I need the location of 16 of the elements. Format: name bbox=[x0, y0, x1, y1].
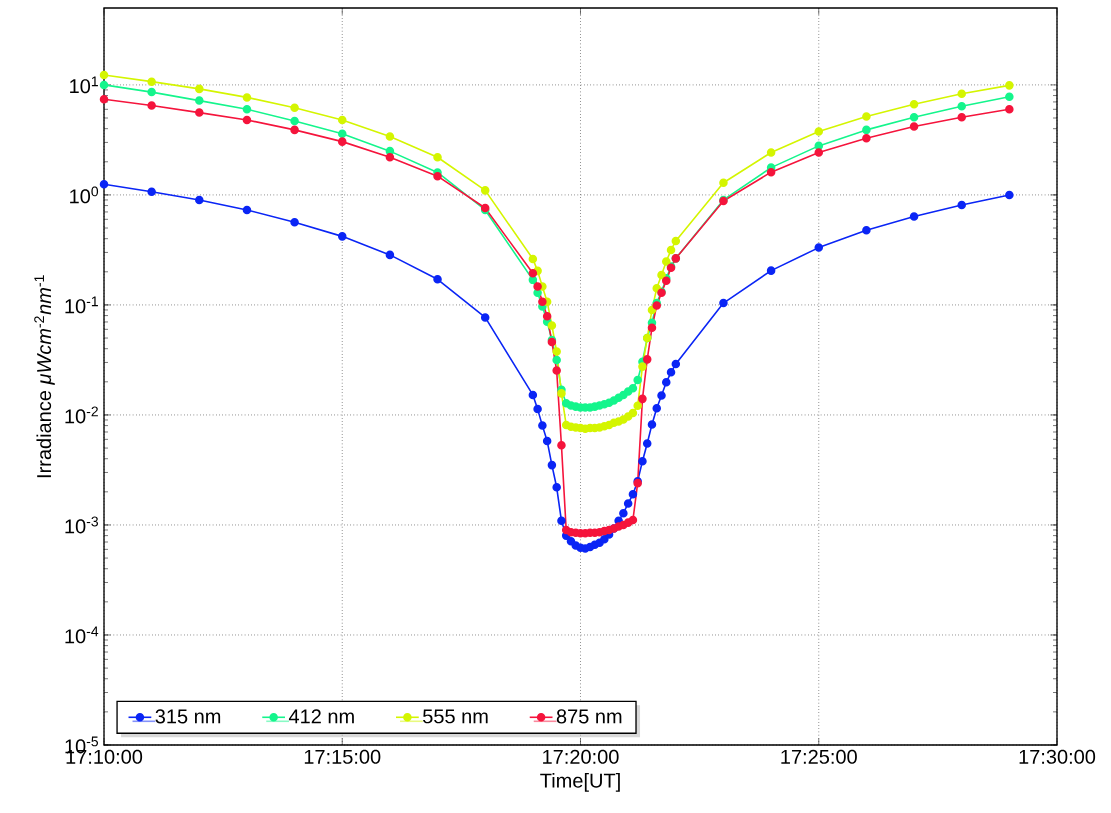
y-tick-label: 10$^{-4}$ bbox=[65, 626, 99, 644]
legend-label: 412 nm bbox=[288, 709, 354, 724]
y-tick-label: 10$^{-3}$ bbox=[65, 516, 99, 534]
legend-label: 315 nm bbox=[155, 709, 221, 724]
y-tick-label: 10$^{-2}$ bbox=[65, 406, 98, 424]
x-axis-title: Time[UT] bbox=[540, 773, 620, 792]
legend-label: 875 nm bbox=[556, 709, 622, 724]
y-tick-label: 10$^{1}$ bbox=[70, 76, 98, 94]
x-tick-label: 17:20:00 bbox=[543, 749, 619, 764]
y-tick-label: 10$^{-1}$ bbox=[65, 296, 98, 314]
x-tick-label: 17:15:00 bbox=[304, 749, 381, 764]
y-axis-title: Irradiance μWcm$^{-2}$nm$^{-1}$ bbox=[34, 275, 55, 478]
legend-label: 555 nm bbox=[423, 709, 488, 724]
x-tick-label: 17:30:00 bbox=[1019, 749, 1096, 764]
y-tick-label: 10$^{0}$ bbox=[70, 186, 99, 204]
x-tick-label: 17:25:00 bbox=[781, 749, 857, 764]
